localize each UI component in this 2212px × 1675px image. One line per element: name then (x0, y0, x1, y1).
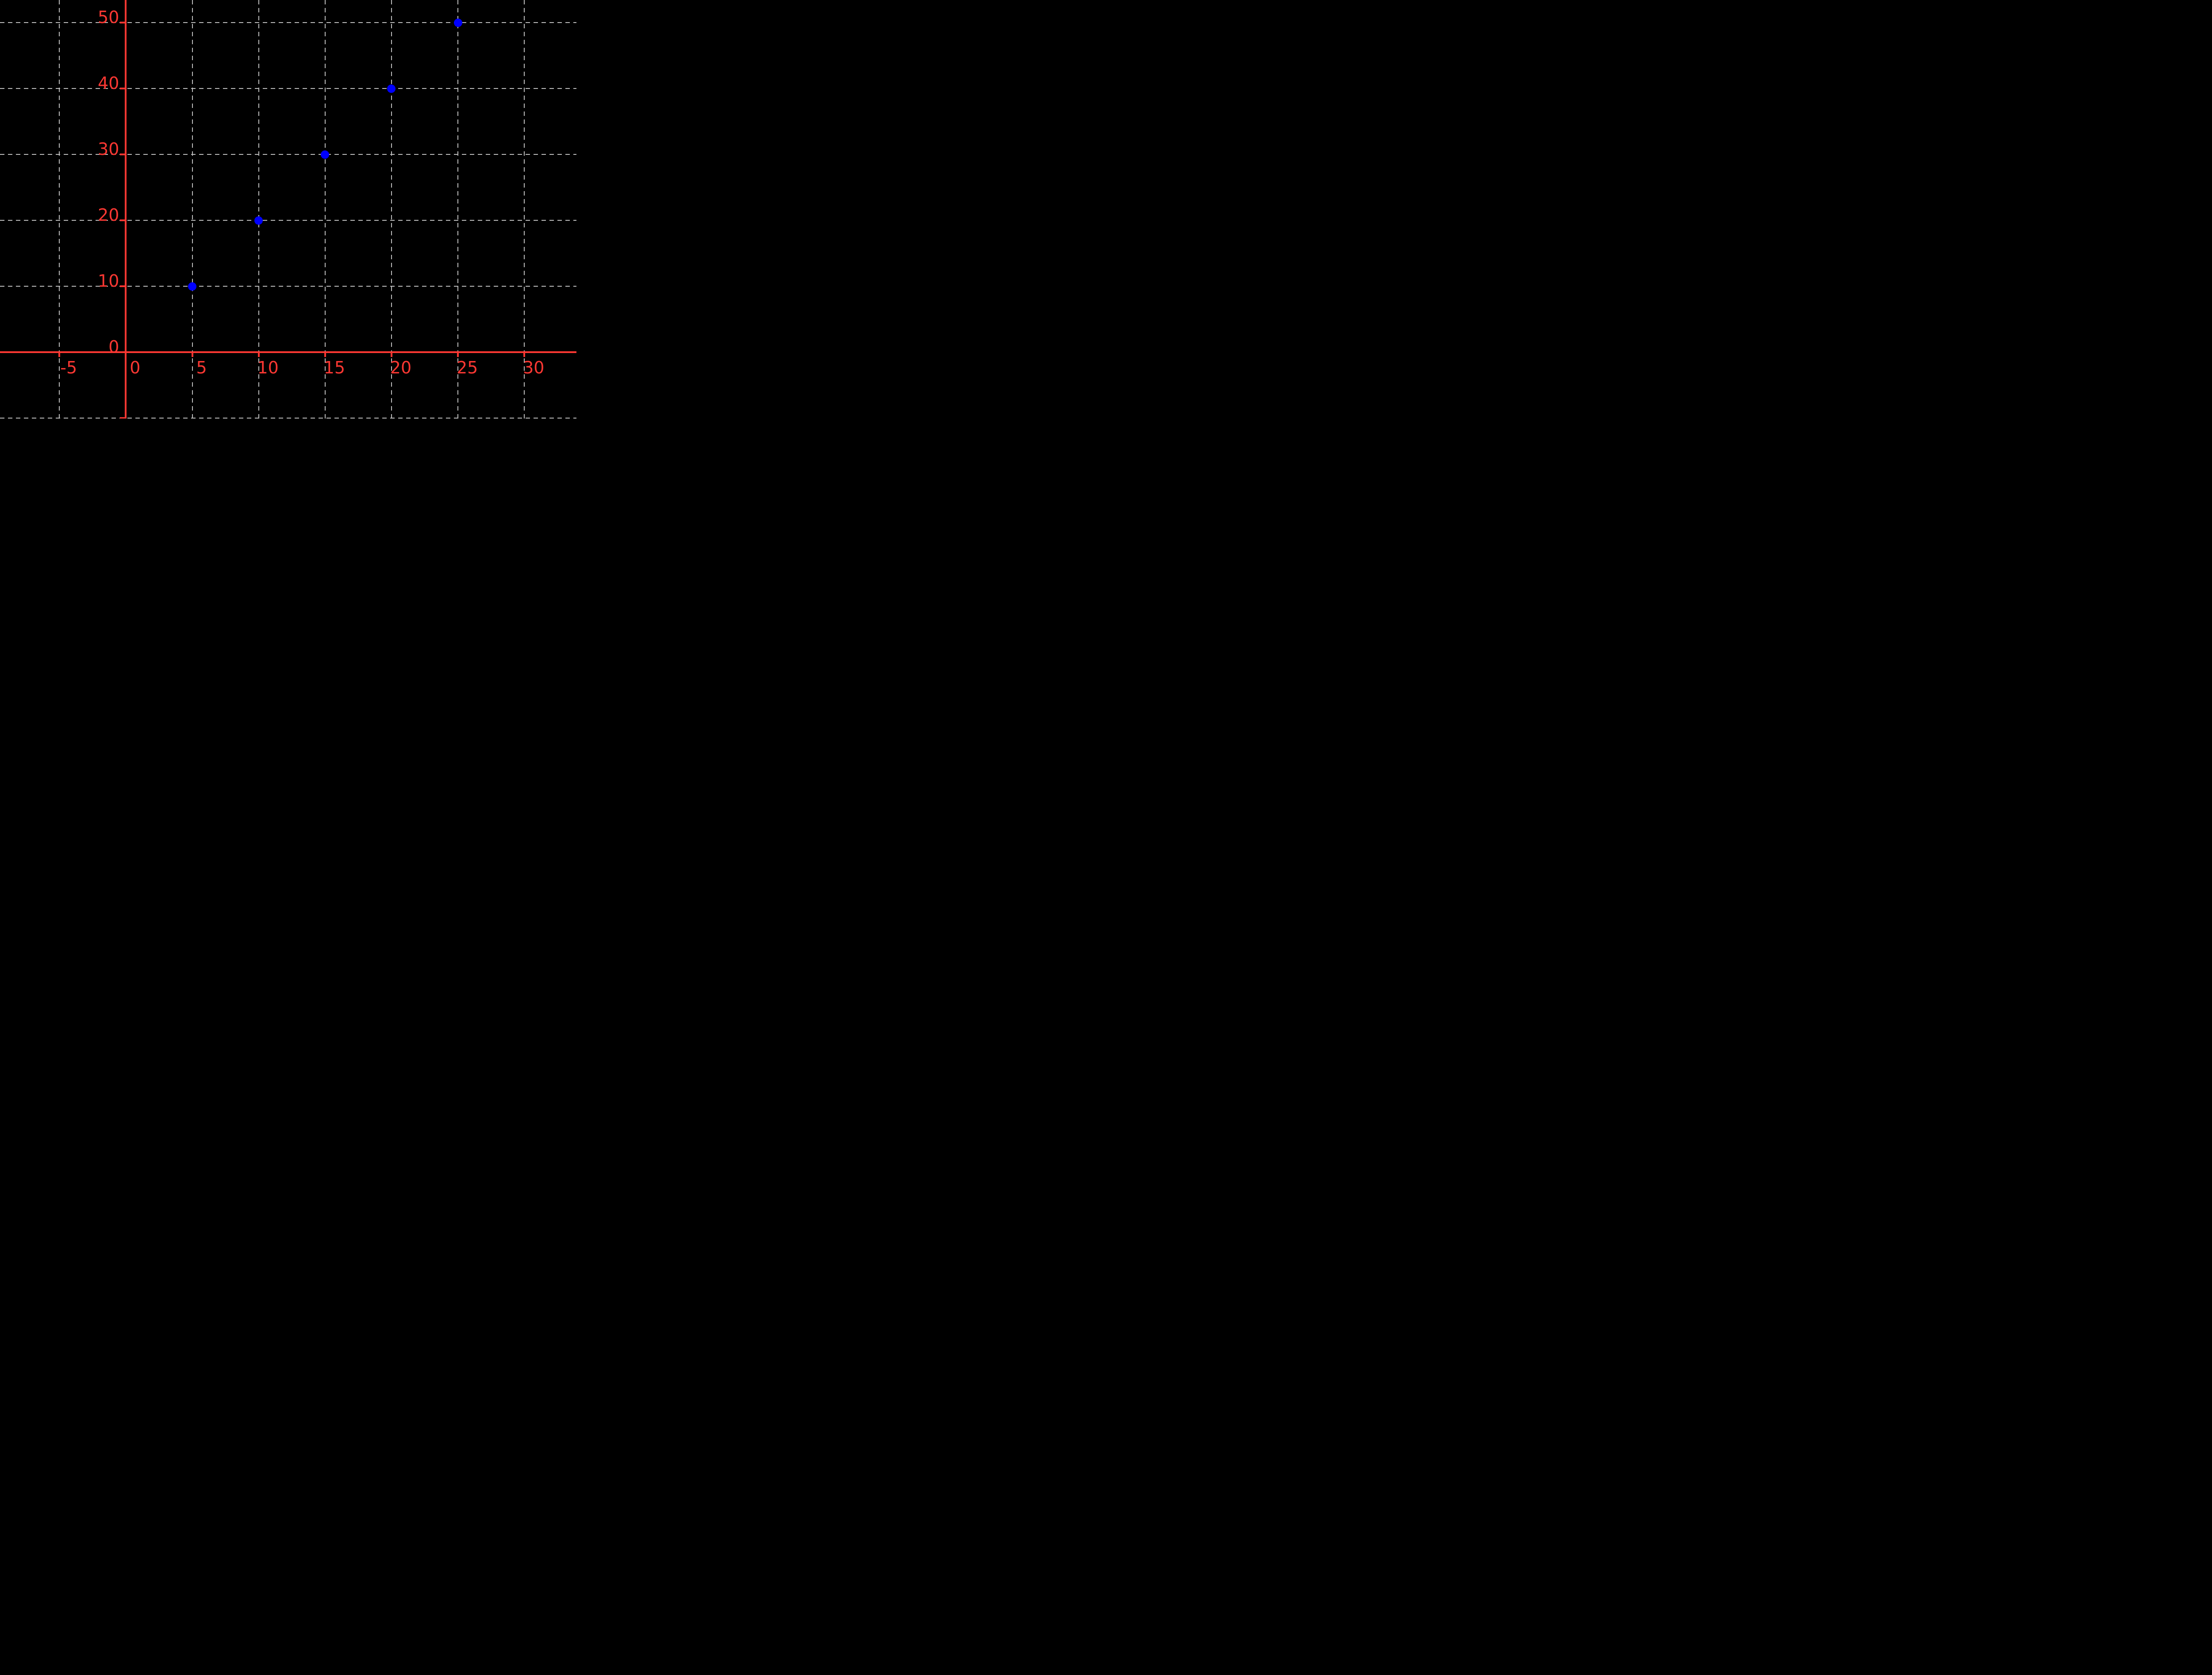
x-tick-label: 30 (523, 358, 545, 378)
h-gridline (0, 22, 576, 23)
v-gridline (457, 0, 459, 419)
v-gridline (192, 0, 193, 419)
x-tick (125, 352, 127, 357)
x-tick (257, 352, 260, 357)
y-tick-label: 30 (98, 139, 119, 159)
y-tick (120, 219, 126, 222)
y-tick-label: 50 (98, 8, 119, 27)
x-tick (191, 352, 193, 357)
x-tick-label: 10 (257, 358, 279, 378)
v-gridline (324, 0, 326, 419)
x-tick (390, 352, 392, 357)
x-tick-label: 15 (323, 358, 346, 378)
h-gridline (0, 220, 576, 221)
y-tick (120, 417, 126, 419)
v-gridline (391, 0, 392, 419)
data-point (453, 18, 462, 27)
y-tick (120, 154, 126, 156)
data-point (254, 216, 263, 225)
v-gridline (524, 0, 525, 419)
x-tick (457, 352, 459, 357)
x-tick-label: 5 (196, 358, 207, 378)
h-gridline (0, 418, 576, 419)
v-gridline (59, 0, 60, 419)
h-gridline (0, 286, 576, 287)
h-gridline (0, 154, 576, 155)
y-tick-label: 40 (98, 73, 119, 93)
y-tick (120, 351, 126, 353)
x-axis-line (0, 351, 576, 353)
data-point (321, 150, 330, 159)
y-tick-label: 0 (108, 337, 119, 357)
x-tick-label: 20 (390, 358, 412, 378)
h-gridline (0, 88, 576, 89)
y-tick (120, 88, 126, 90)
y-tick (120, 285, 126, 288)
y-tick-label: 20 (98, 205, 119, 225)
x-tick (324, 352, 326, 357)
x-tick-label: -5 (60, 358, 77, 378)
x-tick (523, 352, 526, 357)
x-tick-label: 25 (456, 358, 478, 378)
y-tick (120, 22, 126, 24)
x-tick (58, 352, 61, 357)
v-gridline (258, 0, 259, 419)
y-tick-label: 10 (98, 271, 119, 291)
scatter-plot: -5 0 5 10 15 20 25 30 0 10 20 30 40 50 (0, 0, 576, 419)
data-point (387, 84, 396, 93)
x-tick-label: 0 (130, 358, 141, 378)
data-point (188, 282, 197, 291)
y-axis-line (125, 0, 127, 419)
